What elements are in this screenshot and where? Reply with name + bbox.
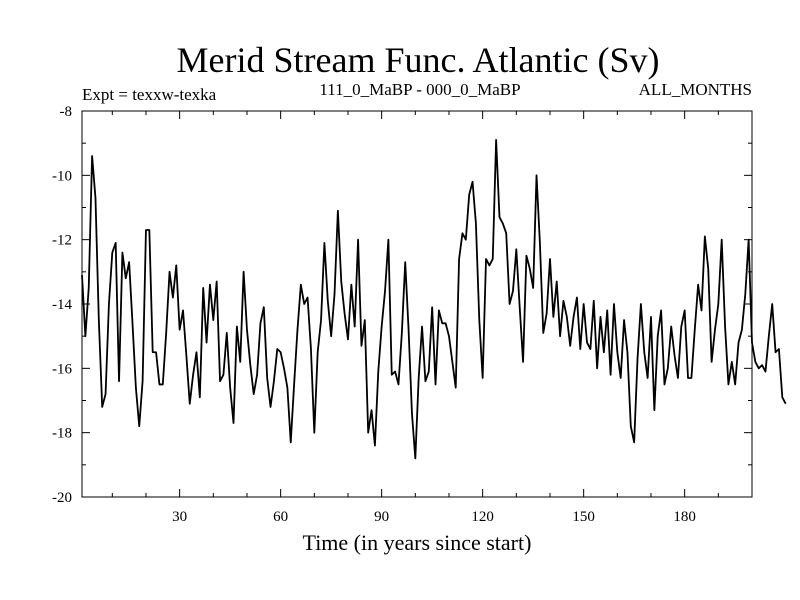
- x-tick-label: 150: [572, 509, 595, 525]
- series-line: [81, 139, 787, 460]
- x-axis-label: Time (in years since start): [303, 530, 532, 555]
- x-tick-label: 120: [471, 509, 494, 525]
- series-group: [81, 139, 787, 460]
- period-label: 111_0_MaBP - 000_0_MaBP: [319, 80, 520, 99]
- season-label: ALL_MONTHS: [639, 80, 752, 99]
- y-tick-label: -12: [52, 233, 72, 249]
- y-tick-label: -18: [52, 426, 72, 442]
- y-tick-label: -10: [52, 168, 72, 184]
- x-tick-label: 30: [172, 509, 187, 525]
- y-tick-label: -8: [60, 104, 73, 120]
- axis-ticks: [82, 110, 752, 498]
- x-tick-label: 180: [673, 509, 696, 525]
- y-tick-label: -20: [52, 490, 72, 506]
- axis-tick-labels: 30 60 90 120 150 180 -8 -10 -12 -14 -16 -18 -20: [52, 104, 696, 525]
- y-tick-label: -14: [52, 297, 72, 313]
- x-tick-label: 90: [374, 509, 389, 525]
- y-tick-label: -16: [52, 361, 72, 377]
- experiment-label: Expt = texxw-texka: [82, 85, 217, 104]
- chart-title: Merid Stream Func. Atlantic (Sv): [177, 40, 660, 80]
- x-tick-label: 60: [273, 509, 288, 525]
